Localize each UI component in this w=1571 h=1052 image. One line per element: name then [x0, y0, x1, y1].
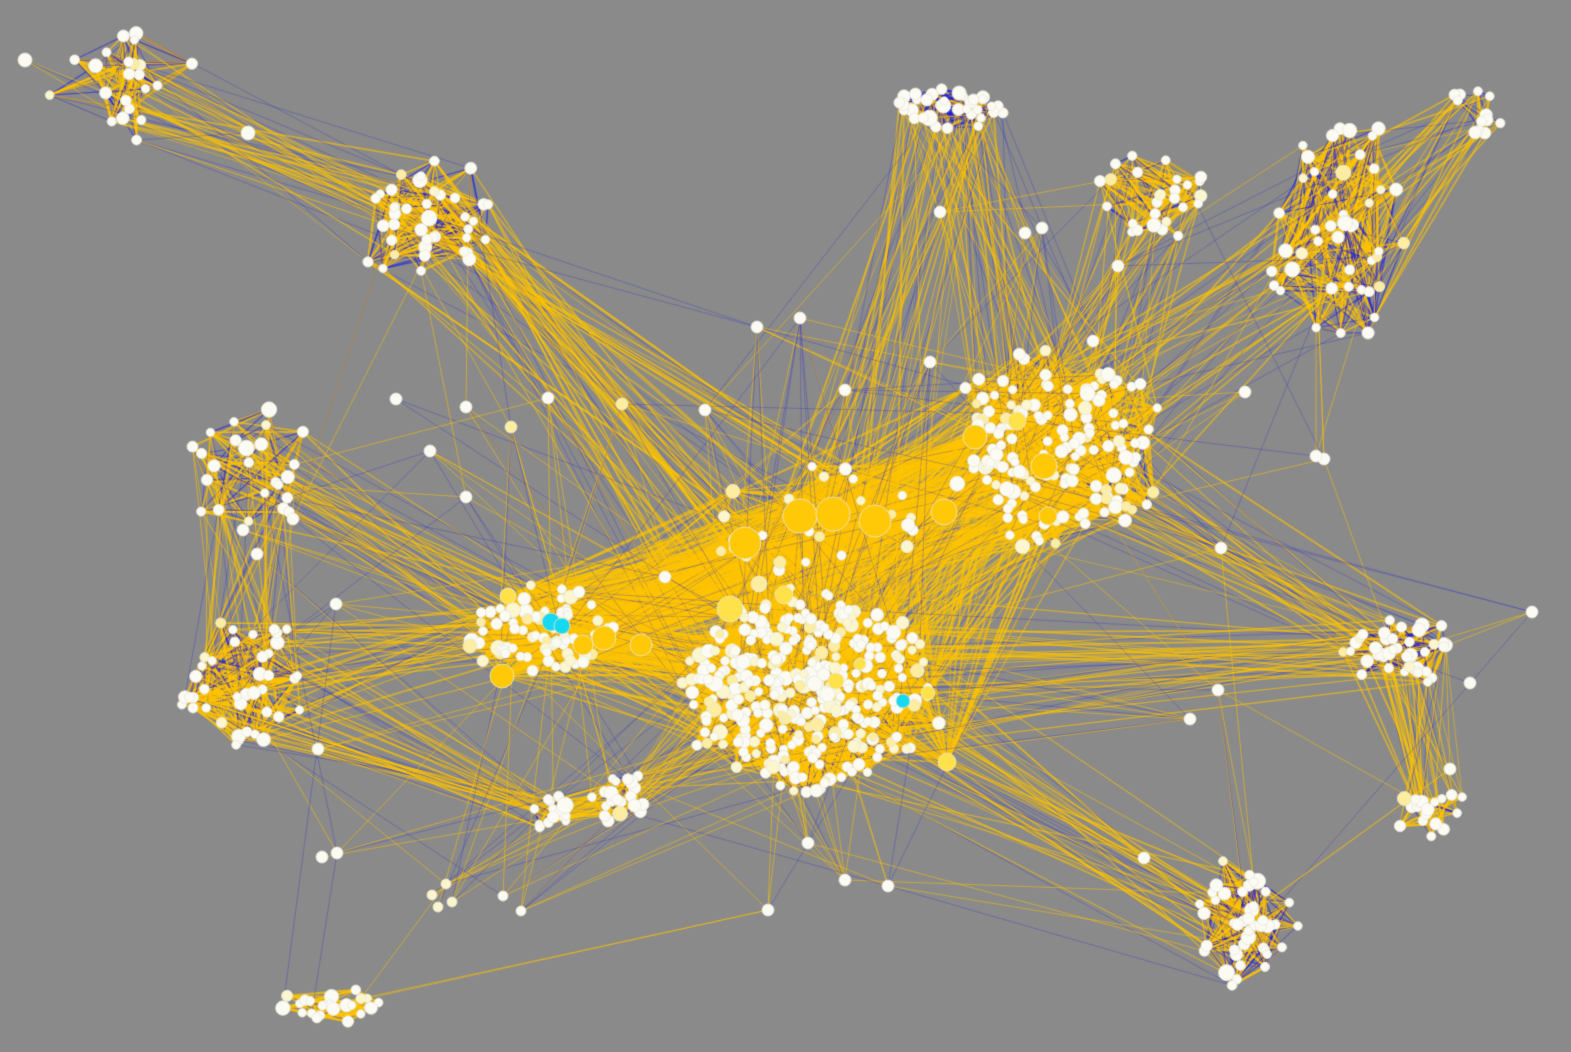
graph-visualization[interactable] — [0, 0, 1571, 1052]
network-graph-canvas[interactable] — [0, 0, 1571, 1052]
